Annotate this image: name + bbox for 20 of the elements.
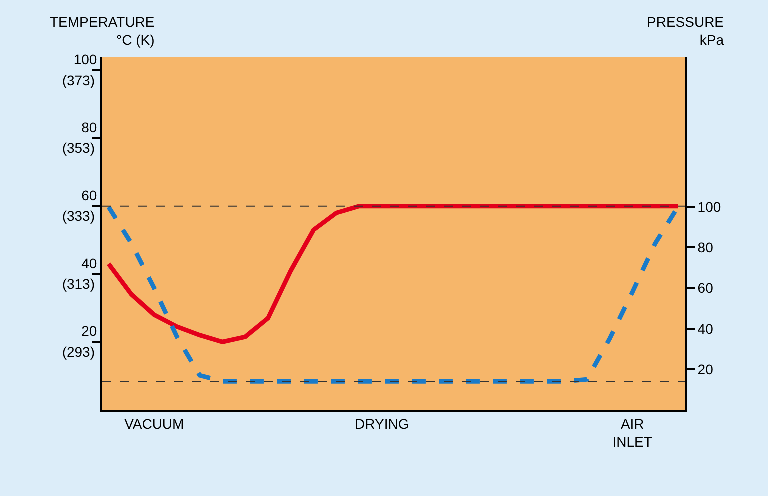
y3-tick-label: (353) (62, 140, 95, 156)
y-tick-label: 80 (82, 120, 98, 136)
y-tick-label: 60 (82, 187, 98, 204)
y2-tick-label: 80 (698, 240, 714, 256)
y-tick-label: 20 (82, 323, 98, 340)
y2-tick-label: 40 (698, 320, 714, 337)
x-tick-label: AIR INLET (612, 416, 653, 450)
y-axis-title: TEMPERATURE °C (K) (50, 14, 155, 48)
y3-tick-label: (333) (62, 208, 95, 224)
x-tick-label: VACUUM (124, 416, 184, 432)
y2-tick-label: 60 (698, 280, 714, 296)
y2-axis-title: PRESSURE kPa (647, 14, 724, 48)
y3-tick-label: (313) (62, 276, 95, 292)
x-tick-label: DRYING (355, 416, 410, 432)
y-tick-label: 100 (74, 52, 98, 68)
y-tick-label: 40 (82, 255, 98, 272)
y2-tick-label: 100 (698, 199, 722, 216)
y3-tick-label: (373) (62, 72, 95, 88)
y3-tick-label: (293) (62, 344, 95, 360)
y2-tick-label: 20 (698, 361, 714, 378)
